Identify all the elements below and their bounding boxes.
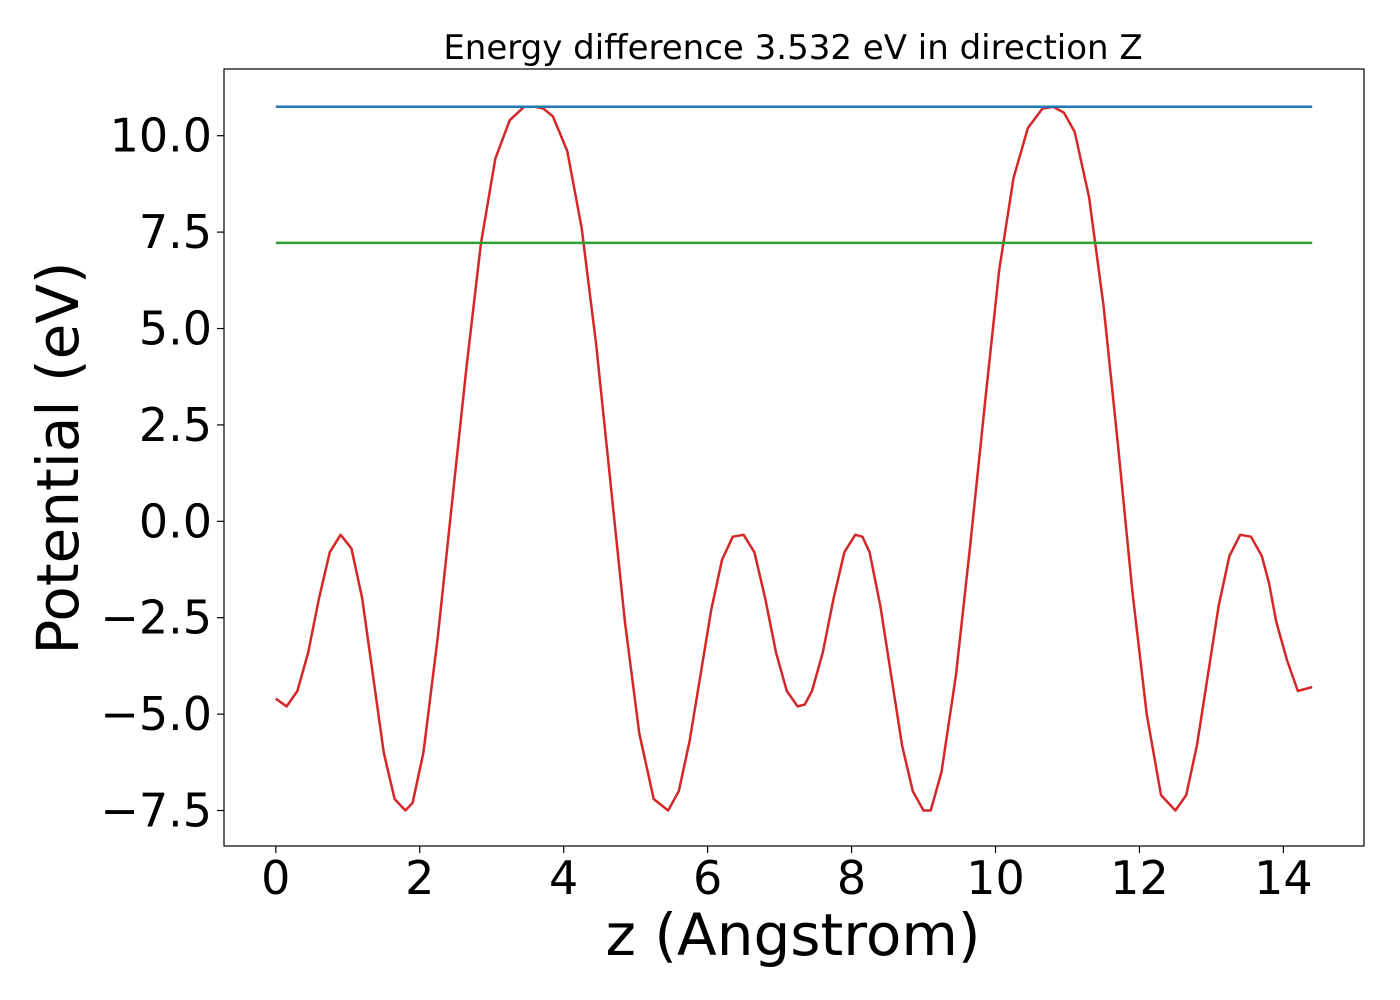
y-tick-label: −2.5 [100, 591, 212, 645]
y-tick-label: 5.0 [139, 302, 212, 356]
y-axis: −7.5 −5.0 −2.5 0.0 2.5 5.0 7.5 10.0 [100, 109, 224, 838]
y-tick-label: 7.5 [139, 205, 212, 259]
y-tick-label: 0.0 [139, 494, 212, 548]
chart-title: Energy difference 3.532 eV in direction … [443, 28, 1142, 68]
series-layer [275, 105, 1313, 812]
plot-frame [223, 68, 1365, 847]
x-tick-label: 14 [1254, 851, 1313, 905]
x-tick-label: 12 [1110, 851, 1169, 905]
x-tick-label: 0 [261, 851, 290, 905]
x-tick-label: 10 [966, 851, 1025, 905]
y-tick-label: −7.5 [100, 784, 212, 838]
y-tick-label: 10.0 [110, 109, 212, 163]
y-axis-label: Potential (eV) [24, 261, 92, 654]
x-tick-label: 4 [549, 851, 578, 905]
x-tick-label: 2 [405, 851, 434, 905]
y-tick-label: −5.0 [100, 687, 212, 741]
x-tick-label: 6 [693, 851, 722, 905]
x-axis-label: z (Angstrom) [606, 901, 981, 969]
x-axis: 0 2 4 6 8 10 12 14 [261, 846, 1313, 905]
potential-curve [275, 105, 1313, 812]
x-tick-label: 8 [837, 851, 866, 905]
y-tick-label: 2.5 [139, 398, 212, 452]
